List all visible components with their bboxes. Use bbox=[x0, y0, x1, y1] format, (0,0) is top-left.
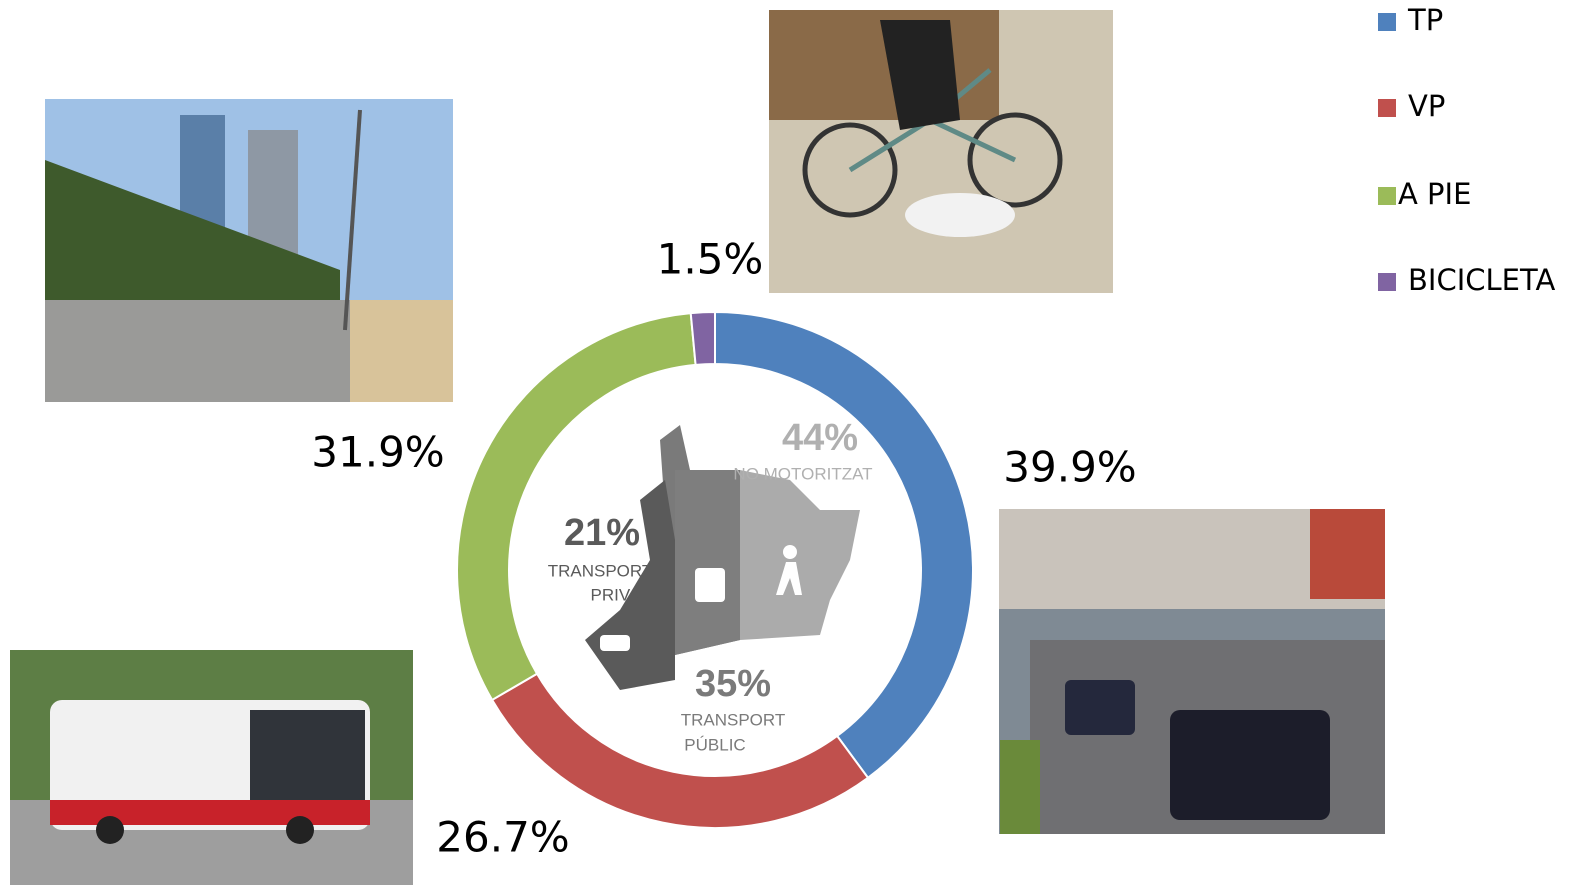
legend-label: VP bbox=[1408, 89, 1445, 123]
donut-segment bbox=[492, 674, 868, 828]
legend-swatch bbox=[1378, 13, 1396, 31]
donut-segment bbox=[691, 312, 715, 365]
annotation: TRANSPORT bbox=[681, 710, 786, 729]
annotation: PÚBLIC bbox=[684, 735, 745, 754]
page: 44% NO MOTORITZAT 21% TRANSPORT PRIVAT 3… bbox=[0, 0, 1583, 893]
photo-promenade bbox=[45, 99, 453, 402]
photo-bus bbox=[10, 650, 413, 885]
annotation: 35% bbox=[695, 663, 771, 705]
photo-bicycle bbox=[769, 10, 1113, 293]
legend-label: TP bbox=[1407, 3, 1443, 37]
data-label: 1.5% bbox=[657, 235, 764, 284]
legend-swatch bbox=[1378, 99, 1396, 117]
legend-label: A PIE bbox=[1398, 177, 1471, 211]
data-label: 31.9% bbox=[311, 428, 444, 477]
annotation: PRIVAT bbox=[591, 585, 650, 604]
legend-label: BICICLETA bbox=[1408, 263, 1555, 297]
annotation: NO MOTORITZAT bbox=[733, 464, 872, 483]
legend-swatch bbox=[1378, 187, 1396, 205]
legend-swatch bbox=[1378, 273, 1396, 291]
data-label: 39.9% bbox=[1003, 443, 1136, 492]
annotation: 21% bbox=[564, 512, 640, 554]
photo-traffic bbox=[999, 509, 1385, 834]
data-label: 26.7% bbox=[436, 813, 569, 862]
annotation: TRANSPORT bbox=[548, 561, 653, 580]
annotation: 44% bbox=[782, 417, 858, 459]
